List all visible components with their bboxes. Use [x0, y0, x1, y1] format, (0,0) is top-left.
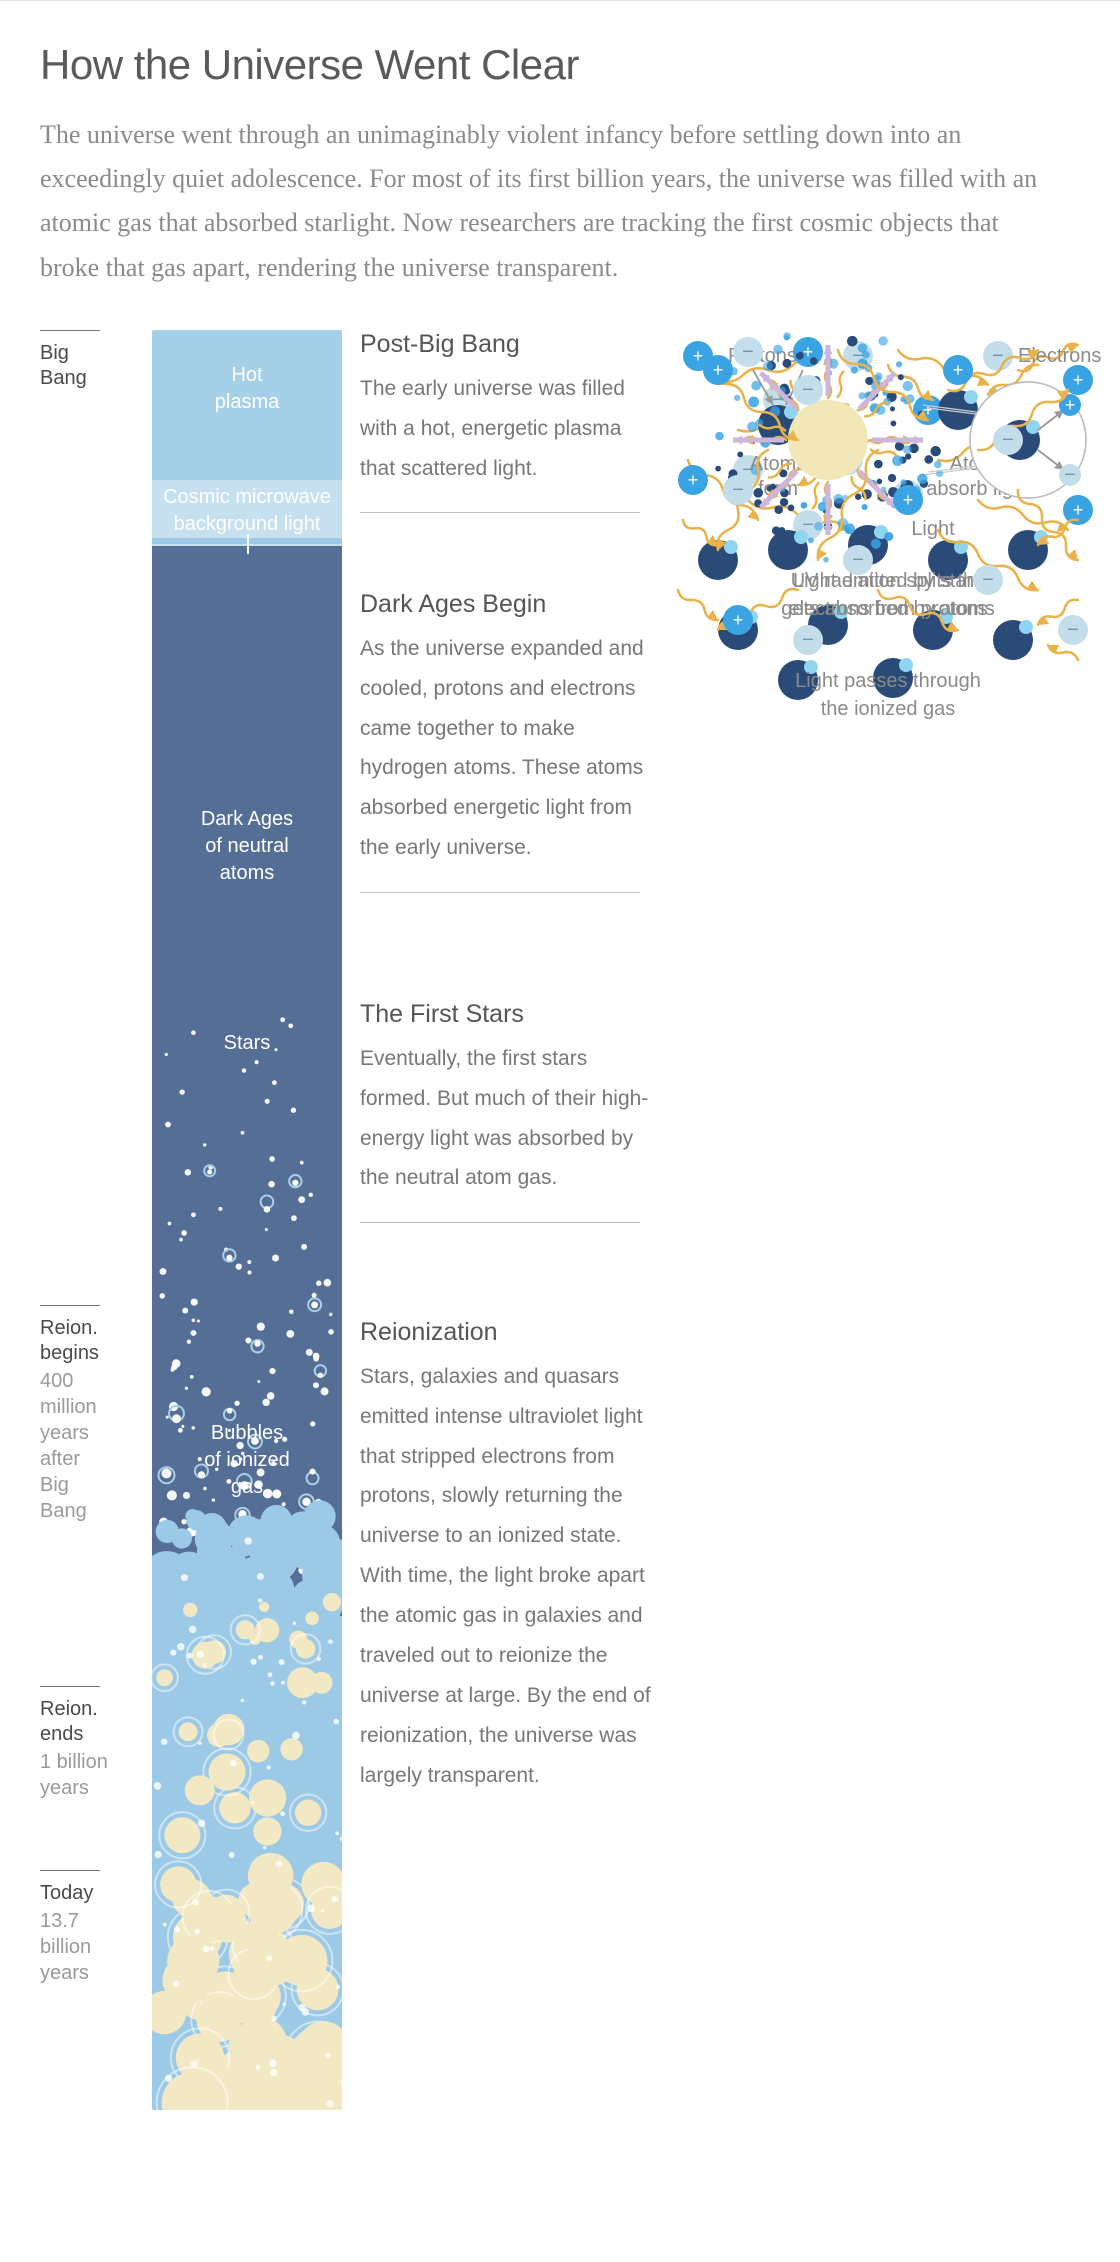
svg-text:+: + [713, 360, 724, 380]
page-title: How the Universe Went Clear [40, 41, 1080, 89]
svg-text:−: − [1002, 429, 1014, 451]
svg-text:−: − [1067, 619, 1079, 641]
cmb-pointer [247, 534, 249, 554]
lead-paragraph: The universe went through an unimaginabl… [40, 113, 1060, 290]
bar-segment-label: Cosmic microwave background light [152, 484, 342, 538]
stage-body: As the universe expanded and cooled, pro… [360, 629, 660, 868]
svg-text:−: − [982, 569, 994, 591]
stage-body: Stars, galaxies and quasars emitted inte… [360, 1357, 660, 1796]
stage: The First Stars Eventually, the first sta… [360, 1000, 660, 1224]
stage-body: Eventually, the first stars formed. But … [360, 1039, 660, 1199]
tick-label: Reion. ends [40, 1697, 134, 1747]
svg-text:+: + [903, 490, 914, 510]
svg-text:+: + [953, 360, 964, 380]
time-tick: Reion. ends1 billion years [40, 1686, 134, 1801]
stage-title: Reionization [360, 1318, 660, 1347]
tick-label: Today [40, 1881, 134, 1906]
stages-column: Post-Big Bang The early universe was fill… [360, 330, 660, 2110]
transparent-caption: Light passes through the ionized gas [678, 667, 1098, 723]
stage-divider [360, 892, 640, 893]
tick-sublabel: 13.7 billion years [40, 1908, 134, 1986]
time-tick: Today13.7 billion years [40, 1870, 134, 1986]
svg-text:−: − [802, 629, 814, 651]
timeline-bar: Hot plasma Cosmic microwave background li… [152, 330, 342, 2110]
tick-sublabel: 1 billion years [40, 1749, 134, 1801]
stage-divider [360, 1222, 640, 1223]
svg-text:−: − [852, 549, 864, 571]
svg-text:+: + [733, 610, 744, 630]
tick-label: Big Bang [40, 341, 134, 391]
time-tick: Reion. begins400 million years after Big… [40, 1305, 134, 1524]
stars-label: Stars [152, 1030, 342, 1057]
stage-title: The First Stars [360, 1000, 660, 1029]
time-tick: Big Bang [40, 330, 134, 391]
stage-title: Dark Ages Begin [360, 590, 660, 619]
tick-label: Reion. begins [40, 1316, 134, 1366]
time-axis: Big Bang Reion. begins400 million years a… [40, 330, 134, 2110]
tick-sublabel: 400 million years after Big Bang [40, 1368, 134, 1524]
stage: Reionization Stars, galaxies and quasars … [360, 1318, 660, 1796]
bar-segment-label: Hot plasma [152, 362, 342, 416]
diagrams-column: +Protons−−Electrons+−+−+−−+−−Light −+Ato… [678, 330, 1098, 2110]
bubbles-label: Bubbles of ionized gas [152, 1420, 342, 1501]
stage-title: Post-Big Bang [360, 330, 660, 359]
stage-body: The early universe was filled with a hot… [360, 369, 660, 489]
diagram-transparent: + + + + − − − − − − − Light passes through the ion… [678, 330, 1098, 723]
svg-text:−: − [732, 479, 744, 501]
stage: Post-Big Bang The early universe was fill… [360, 330, 660, 514]
stage-divider [360, 512, 640, 513]
stage: Dark Ages Begin As the universe expanded … [360, 590, 660, 893]
svg-text:−: − [802, 379, 814, 401]
bar-segment-label: Dark Ages of neutral atoms [152, 806, 342, 887]
